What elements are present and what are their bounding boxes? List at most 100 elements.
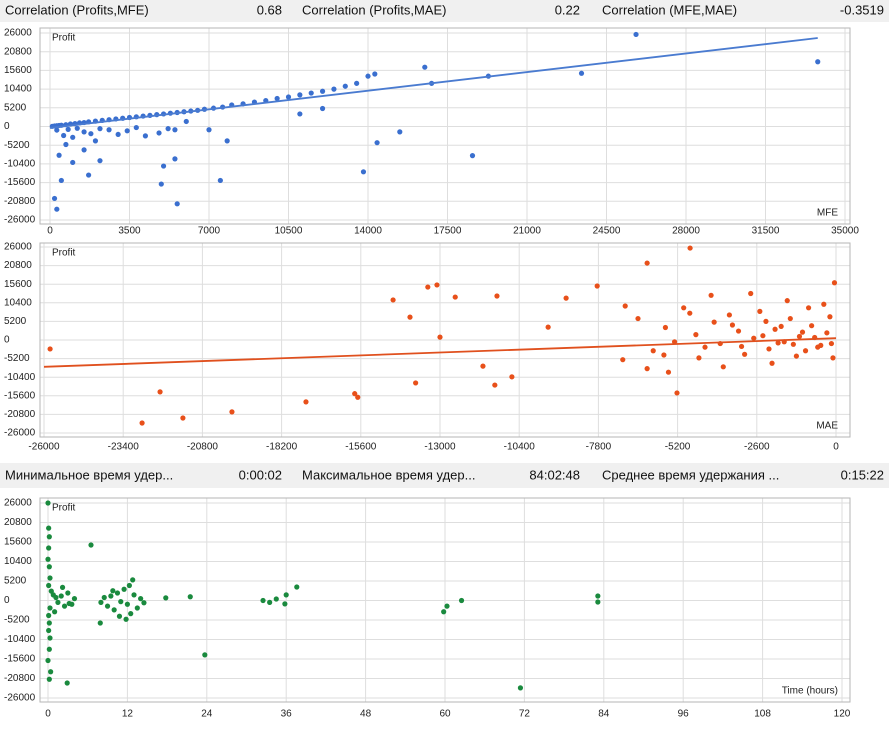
stat-value: 0:15:22 [841,467,884,482]
stat-label: Среднее время удержания ... [602,467,779,482]
point [354,80,360,86]
point [274,95,280,102]
y-tick-label: 20800 [4,46,32,57]
point [790,341,796,347]
point [805,305,812,311]
point [352,391,358,397]
point [319,105,326,112]
point [61,603,68,609]
point [360,169,367,175]
point [55,599,61,605]
point [595,599,601,605]
point [46,646,52,652]
point [441,609,447,615]
point [802,348,809,354]
point [52,609,58,615]
x-tick-label: 12 [122,709,134,720]
point [469,153,476,159]
point [620,357,626,363]
stat-value: 0.68 [257,2,282,17]
stats-bar [0,0,889,22]
point [97,158,103,164]
point [116,613,123,619]
point [480,363,486,369]
point [282,601,288,607]
point [413,380,419,386]
y-tick-label: 5200 [4,576,27,587]
point [86,172,92,178]
x-tick-label: 17500 [434,226,462,237]
point [778,323,784,330]
y-tick-label: -26000 [4,428,36,439]
x-tick-label: 108 [754,709,771,720]
point [425,284,431,290]
point [661,352,667,358]
y-tick-label: -15600 [4,654,36,665]
point [71,596,78,602]
point [726,312,732,318]
point [766,346,772,352]
point [45,657,51,664]
point [517,685,524,691]
y-tick-label: 15600 [4,279,32,290]
y-tick-label: -10400 [4,159,36,170]
point [58,593,64,599]
point [124,128,130,134]
y-tick-label: 26000 [4,498,32,509]
point [742,351,748,357]
point [772,326,778,332]
point [46,620,52,626]
point [104,603,111,609]
point [644,366,650,372]
x-tick-label: -13000 [424,442,456,453]
x-axis-title: MFE [817,208,838,219]
point [74,125,80,131]
point [563,295,569,301]
point [494,293,500,299]
point [492,382,498,388]
point [595,593,601,599]
point [46,676,52,682]
x-tick-label: -2600 [744,442,770,453]
point [63,141,69,148]
point [97,620,103,626]
x-axis-title: MAE [816,421,838,432]
x-tick-label: 0 [45,709,51,720]
y-axis-title: Profit [52,248,76,259]
y-axis-title: Profit [52,503,76,514]
y-tick-label: 5200 [4,102,27,113]
x-tick-label: 84 [598,709,610,720]
x-tick-label: -18200 [266,442,298,453]
point [174,201,180,207]
point [111,607,117,613]
point [224,138,230,144]
plot-frame [39,497,851,703]
point [163,595,169,601]
x-tick-label: 21000 [513,226,541,237]
point [374,140,380,146]
point [294,584,300,590]
point [217,177,223,184]
point [815,59,821,65]
x-tick-label: 72 [519,709,531,720]
y-tick-label: 0 [4,121,10,132]
point [671,339,678,345]
point [452,294,458,300]
point [545,324,551,330]
point [141,600,147,606]
y-tick-label: -10400 [4,372,36,383]
point [787,315,793,322]
point [267,599,273,605]
point [407,314,413,320]
x-tick-label: 96 [678,709,690,720]
point [142,133,148,139]
point [126,582,132,589]
point [58,177,64,184]
point [54,127,60,133]
y-tick-label: -26000 [4,693,36,704]
x-tick-label: 3500 [118,226,141,237]
point [46,534,52,540]
point [53,594,59,601]
point [51,195,58,202]
point [828,340,835,347]
